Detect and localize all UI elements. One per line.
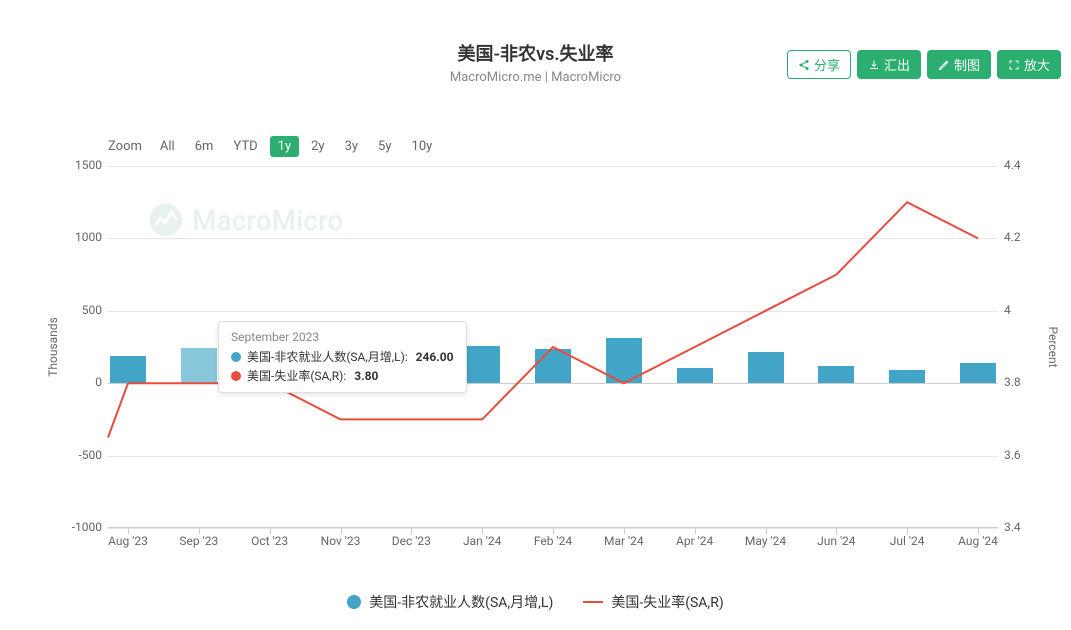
ytick-right: 4 (1004, 303, 1044, 317)
xlabel: Feb '24 (534, 534, 572, 548)
tooltip: September 2023美国-非农就业人数(SA,月增,L):246.00美… (218, 321, 467, 393)
zoom-label-text: Zoom (108, 139, 142, 154)
legend-marker-bar (347, 595, 361, 609)
tooltip-dot (231, 352, 241, 362)
tooltip-label: 美国-失业率(SA,R): (247, 367, 346, 384)
tooltip-row: 美国-失业率(SA,R): 3.80 (231, 367, 454, 384)
zoom-option-all[interactable]: All (152, 136, 183, 157)
watermark-text: MacroMicro (192, 204, 343, 237)
ytick-right: 4.4 (1004, 158, 1044, 172)
left-axis-title: Thousands (46, 317, 60, 377)
xlabel: Mar '24 (604, 534, 644, 548)
zoom-option-6m[interactable]: 6m (187, 136, 222, 157)
ytick-right: 3.8 (1004, 375, 1044, 389)
ytick-left: -1000 (52, 520, 102, 534)
xlabel: Aug '23 (108, 534, 148, 548)
xlabel: Jul '24 (890, 534, 925, 548)
legend: 美国-非农就业人数(SA,月增,L) 美国-失业率(SA,R) (0, 592, 1071, 612)
tooltip-dot (231, 371, 241, 381)
ytick-left: 0 (52, 375, 102, 389)
line-series-lead (108, 383, 128, 437)
zoom-button[interactable]: 放大 (997, 50, 1061, 79)
xlabel: May '24 (745, 534, 786, 548)
ytick-left: 1000 (52, 230, 102, 244)
tooltip-value: 3.80 (354, 369, 378, 383)
legend-marker-line (583, 601, 603, 603)
tooltip-label: 美国-非农就业人数(SA,月增,L): (247, 348, 408, 365)
zoom-option-2y[interactable]: 2y (303, 136, 332, 157)
tooltip-value: 246.00 (416, 350, 454, 364)
watermark-icon (148, 202, 184, 238)
ytick-right: 4.2 (1004, 230, 1044, 244)
legend-item-bars[interactable]: 美国-非农就业人数(SA,月增,L) (347, 592, 553, 612)
share-icon (798, 59, 810, 71)
xlabel: Nov '23 (321, 534, 361, 548)
xlabel: Dec '23 (392, 534, 431, 548)
share-button[interactable]: 分享 (787, 50, 851, 79)
legend-label-line: 美国-失业率(SA,R) (611, 592, 723, 612)
expand-icon (1008, 59, 1020, 71)
pencil-icon (938, 59, 950, 71)
xlabel: Aug '24 (958, 534, 998, 548)
tooltip-row: 美国-非农就业人数(SA,月增,L): 246.00 (231, 348, 454, 365)
xlabel: Sep '23 (179, 534, 218, 548)
watermark: MacroMicro (148, 202, 343, 238)
legend-item-line[interactable]: 美国-失业率(SA,R) (583, 592, 723, 612)
ytick-left: 500 (52, 303, 102, 317)
draw-label: 制图 (954, 55, 980, 74)
ytick-left: 1500 (52, 158, 102, 172)
right-axis-title: Percent (1046, 326, 1060, 367)
xlabel: Jan '24 (463, 534, 501, 548)
xlabel: Apr '24 (676, 534, 713, 548)
xlabel: Oct '23 (251, 534, 288, 548)
zoom-option-ytd[interactable]: YTD (225, 136, 265, 157)
zoom-option-5y[interactable]: 5y (370, 136, 399, 157)
zoom-option-3y[interactable]: 3y (337, 136, 366, 157)
legend-label-bars: 美国-非农就业人数(SA,月增,L) (369, 592, 553, 612)
zoom-option-10y[interactable]: 10y (404, 136, 441, 157)
export-button[interactable]: 汇出 (857, 50, 921, 79)
ytick-right: 3.4 (1004, 520, 1044, 534)
zoom-label: 放大 (1024, 55, 1050, 74)
draw-button[interactable]: 制图 (927, 50, 991, 79)
xlabel: Jun '24 (817, 534, 855, 548)
ytick-left: -500 (52, 448, 102, 462)
download-icon (868, 59, 880, 71)
export-label: 汇出 (884, 55, 910, 74)
zoom-option-1y[interactable]: 1y (270, 136, 299, 157)
ytick-right: 3.6 (1004, 448, 1044, 462)
zoom-range-selector: Zoom All6mYTD1y2y3y5y10y (108, 136, 440, 157)
toolbar: 分享 汇出 制图 放大 (787, 50, 1061, 79)
tooltip-header: September 2023 (231, 330, 454, 344)
share-label: 分享 (814, 55, 840, 74)
